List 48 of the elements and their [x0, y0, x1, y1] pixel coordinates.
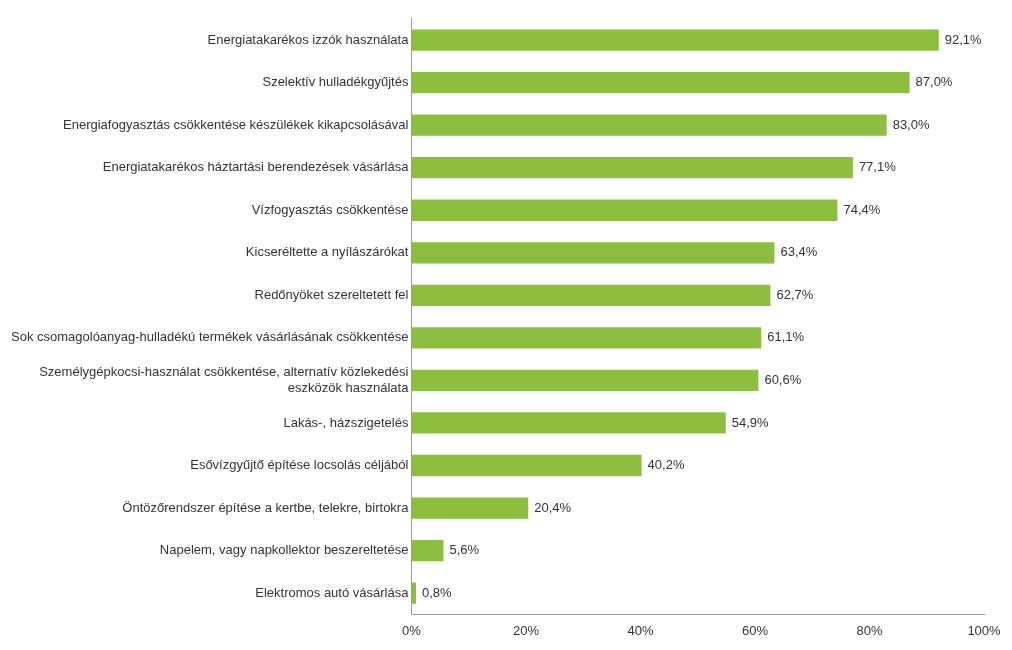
data-label: 61,1%: [767, 329, 805, 345]
bar: [411, 454, 642, 477]
bar: [411, 29, 939, 51]
data-label: 92,1%: [944, 31, 983, 47]
x-tick-label: 80%: [856, 622, 883, 638]
y-tick-label: Redőnyöket szereltetett fel: [254, 286, 409, 302]
bar: [411, 539, 444, 562]
bar: [411, 114, 887, 136]
y-tick-label: Lakás-, házszigetelés: [283, 414, 409, 430]
y-tick-label: Energiafogyasztás csökkentése készülékek kikapcsolásával: [63, 116, 409, 132]
y-tick-label: Esővízgyűjtő építése locsolás céljából: [190, 457, 409, 473]
bar: [411, 199, 838, 221]
y-tick-label: Sok csomagolóanyag-hulladékú termékek vásárlásának csökkentése: [10, 329, 409, 345]
bar: [411, 71, 910, 94]
x-tick-label: 40%: [627, 622, 654, 638]
y-tick-label: Napelem, vagy napkollektor beszereltetése: [159, 542, 409, 558]
bar: [411, 284, 771, 306]
bar: [411, 242, 775, 264]
data-label: 40,2%: [647, 457, 685, 473]
bar: [411, 157, 853, 179]
data-label: 0,8%: [422, 584, 453, 600]
bar: [411, 412, 726, 434]
y-tick-label: Energiatakarékos háztartási berendezések vásárlása: [102, 159, 410, 175]
data-label: 62,7%: [776, 286, 814, 302]
x-tick-label: 100%: [967, 622, 1002, 638]
x-tick-label: 0%: [402, 622, 422, 638]
data-label: 74,4%: [843, 201, 881, 217]
bar: [411, 327, 762, 349]
bar: [411, 582, 417, 604]
y-tick-label: Elektromos autó vásárlása: [255, 584, 410, 600]
data-label: 77,1%: [858, 159, 897, 175]
y-tick-label: Öntözőrendszer építése a kertbe, telekre, birtokra: [122, 499, 410, 515]
data-label: 54,9%: [731, 414, 770, 430]
bar: [411, 497, 529, 519]
data-label: 63,4%: [780, 244, 818, 260]
x-tick-label: 60%: [741, 622, 769, 638]
bar: [411, 369, 759, 392]
data-label: 20,4%: [534, 499, 572, 515]
data-label: 87,0%: [915, 74, 953, 90]
y-tick-label: Kicseréltette a nyílászárókat: [245, 244, 409, 260]
data-label: 5,6%: [449, 542, 480, 558]
data-label: 83,0%: [892, 116, 930, 132]
y-tick-label: Energiatakarékos izzók használata: [207, 31, 410, 47]
y-tick-label: Személygépkocsi-használat csökkentése, alternatív közlekedési eszközök használata: [39, 364, 410, 395]
data-label: 60,6%: [764, 371, 802, 387]
y-tick-label: Vízfogyasztás csökkentése: [251, 201, 409, 217]
y-tick-label: Szelektív hulladékgyűjtés: [262, 74, 409, 90]
x-tick-label: 20%: [512, 622, 540, 638]
